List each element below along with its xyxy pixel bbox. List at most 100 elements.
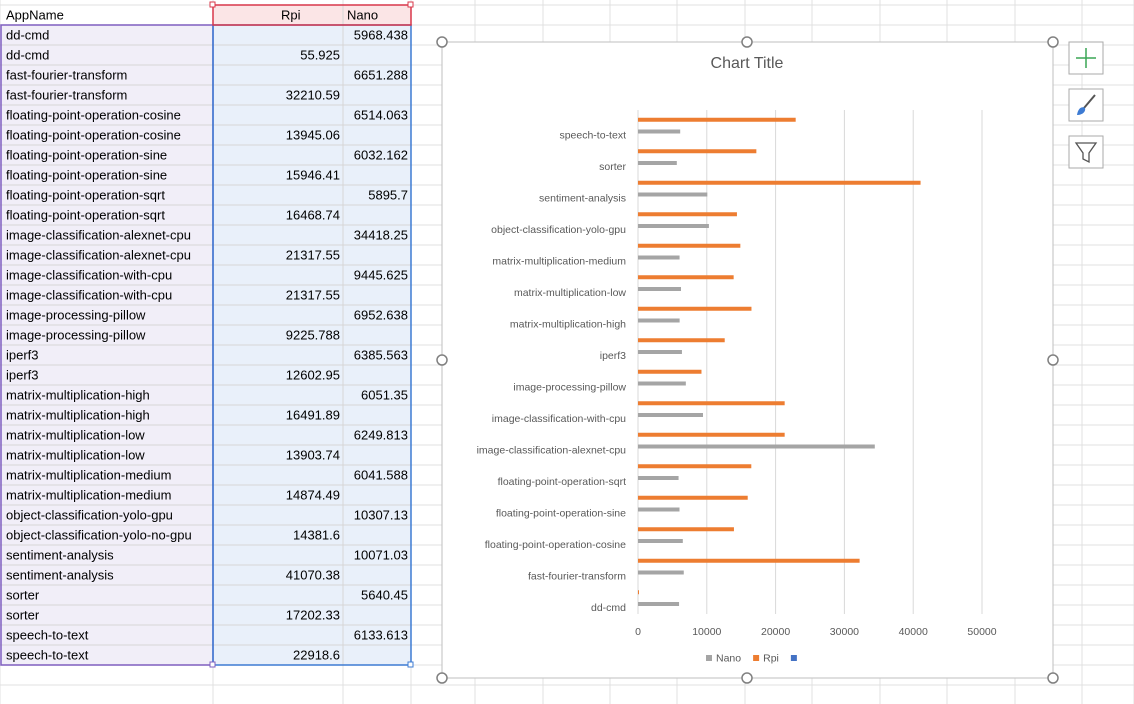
- header-fill-bc: [213, 5, 411, 25]
- y-tick-label: floating-point-operation-sine: [496, 507, 626, 519]
- number-cell: 14874.49: [286, 487, 340, 502]
- app-name-cell: floating-point-operation-sine: [6, 167, 167, 182]
- app-name-cell: speech-to-text: [6, 627, 89, 642]
- y-tick-label: sentiment-analysis: [539, 192, 626, 204]
- number-cell: 9225.788: [286, 327, 340, 342]
- plus-icon: [1076, 48, 1096, 68]
- number-cell: 6133.613: [354, 627, 408, 642]
- number-cell: 5895.7: [368, 187, 408, 202]
- bar: [638, 180, 921, 185]
- bar: [638, 539, 683, 543]
- handle: [407, 661, 414, 668]
- app-name-cell: dd-cmd: [6, 47, 49, 62]
- chart-elements-button[interactable]: [1068, 41, 1104, 75]
- x-tick-label: 50000: [967, 626, 996, 638]
- button-frame[interactable]: [1068, 135, 1104, 169]
- bar: [638, 432, 785, 437]
- bar: [638, 255, 680, 260]
- number-cell: 9445.625: [354, 267, 408, 282]
- resize-handle[interactable]: [741, 672, 753, 684]
- number-cell: 6651.288: [354, 67, 408, 82]
- app-name-cell: image-classification-alexnet-cpu: [6, 227, 191, 242]
- y-tick-label: iperf3: [600, 350, 626, 362]
- number-cell: 12602.95: [286, 367, 340, 382]
- number-cell: 6514.063: [354, 107, 408, 122]
- bar: [638, 590, 639, 595]
- y-tick-label: floating-point-operation-cosine: [485, 539, 626, 551]
- legend-swatch: [753, 655, 760, 661]
- y-tick-label: dd-cmd: [591, 602, 626, 614]
- x-tick-label: 20000: [761, 626, 790, 638]
- y-tick-label: matrix-multiplication-low: [514, 287, 626, 299]
- bar: [638, 129, 681, 134]
- number-cell: 10307.13: [354, 507, 408, 522]
- x-tick-label: 30000: [830, 626, 859, 638]
- resize-handle[interactable]: [741, 36, 753, 48]
- app-name-cell: matrix-multiplication-medium: [6, 487, 171, 502]
- bar: [638, 401, 785, 406]
- y-tick-label: matrix-multiplication-high: [510, 318, 626, 330]
- app-name-cell: sorter: [6, 607, 40, 622]
- chart-frame[interactable]: [441, 41, 1054, 679]
- handle: [407, 1, 414, 8]
- y-tick-label: sorter: [599, 161, 626, 173]
- resize-handle[interactable]: [1047, 672, 1059, 684]
- bar: [638, 243, 741, 248]
- bar: [638, 527, 734, 532]
- y-tick-label: image-processing-pillow: [513, 381, 626, 393]
- bar: [638, 476, 679, 480]
- bar: [638, 369, 702, 374]
- cell-lines: [0, 5, 411, 665]
- number-cell: 6385.563: [354, 347, 408, 362]
- number-cell: 14381.6: [293, 527, 340, 542]
- app-name-cell: matrix-multiplication-high: [6, 407, 150, 422]
- chart-styles-button[interactable]: [1068, 88, 1104, 122]
- y-tick-label: object-classification-yolo-gpu: [491, 224, 626, 236]
- app-name-cell: sentiment-analysis: [6, 567, 114, 582]
- bar: [638, 224, 709, 228]
- bar: [638, 602, 680, 606]
- app-name-cell: floating-point-operation-sqrt: [6, 207, 165, 222]
- bar: [638, 444, 875, 449]
- bar: [638, 381, 686, 386]
- number-cell: 22918.6: [293, 647, 340, 662]
- app-name-cell: object-classification-yolo-no-gpu: [6, 527, 192, 542]
- resize-handle[interactable]: [1047, 354, 1059, 366]
- number-cell: 16491.89: [286, 407, 340, 422]
- chart-filters-button[interactable]: [1068, 135, 1104, 169]
- column-header: Nano: [347, 7, 378, 22]
- table: AppName Rpi Nano dd-cmd 5968.438 dd-cmd 55.925…: [6, 7, 408, 662]
- chart-handles: [436, 36, 1059, 684]
- number-cell: 6032.162: [354, 147, 408, 162]
- app-name-cell: iperf3: [6, 367, 39, 382]
- y-tick-label: image-classification-alexnet-cpu: [477, 444, 627, 456]
- x-tick-label: 10000: [692, 626, 721, 638]
- app-name-cell: dd-cmd: [6, 27, 49, 42]
- app-name-cell: image-processing-pillow: [6, 307, 146, 322]
- bar: [638, 464, 752, 469]
- resize-handle[interactable]: [436, 36, 448, 48]
- resize-handle[interactable]: [436, 354, 448, 366]
- resize-handle[interactable]: [436, 672, 448, 684]
- resize-handle[interactable]: [1047, 36, 1059, 48]
- bar: [638, 212, 737, 217]
- bar: [638, 149, 757, 154]
- app-name-cell: floating-point-operation-cosine: [6, 107, 181, 122]
- app-name-cell: matrix-multiplication-high: [6, 387, 150, 402]
- number-cell: 41070.38: [286, 567, 340, 582]
- number-cell: 15946.41: [286, 167, 340, 182]
- y-tick-label: speech-to-text: [559, 129, 626, 141]
- app-name-cell: floating-point-operation-sqrt: [6, 187, 165, 202]
- number-cell: 32210.59: [286, 87, 340, 102]
- bar: [638, 558, 860, 563]
- app-name-cell: floating-point-operation-sine: [6, 147, 167, 162]
- column-header: Rpi: [281, 7, 301, 22]
- number-cell: 13945.06: [286, 127, 340, 142]
- bar: [638, 350, 682, 354]
- filter-icon: [1074, 142, 1098, 164]
- app-name-cell: image-classification-alexnet-cpu: [6, 247, 191, 262]
- app-name-cell: image-classification-with-cpu: [6, 287, 172, 302]
- number-cell: 6249.813: [354, 427, 408, 442]
